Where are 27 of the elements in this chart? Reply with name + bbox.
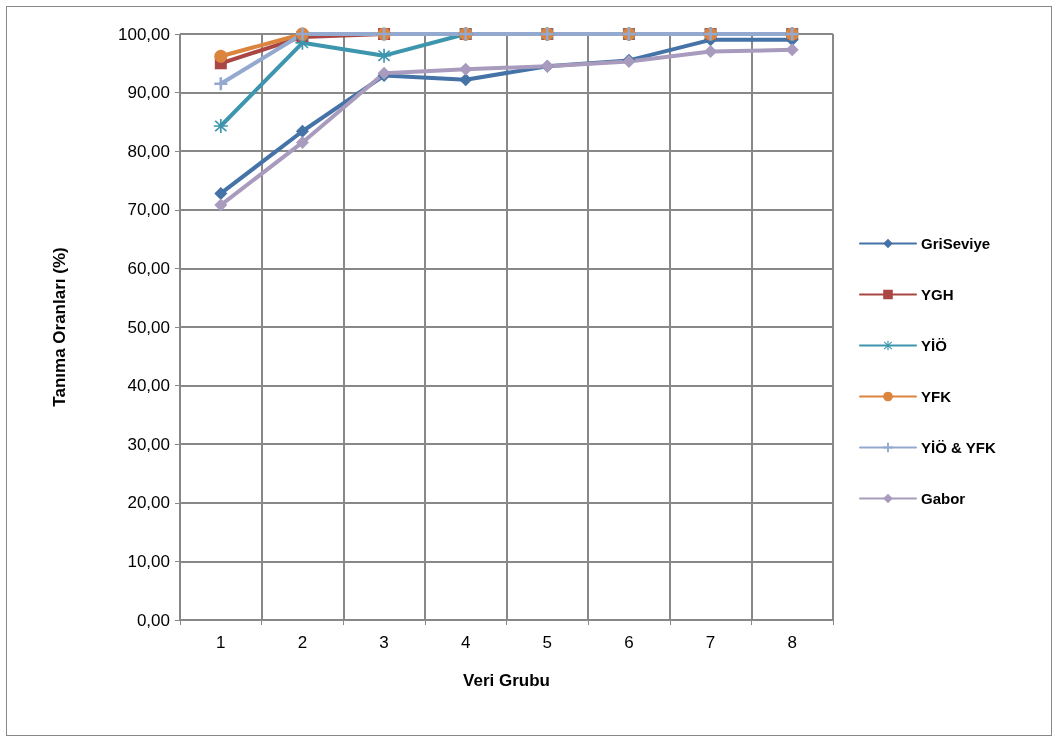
- y-axis-title: Tanıma Oranları (%): [50, 247, 69, 407]
- x-tick-label: 4: [460, 633, 471, 652]
- legend-label: YFK: [920, 388, 952, 405]
- y-tick-label: 90,00: [127, 83, 170, 103]
- y-tick-label: 40,00: [127, 376, 170, 396]
- y-tick-label: 20,00: [127, 493, 170, 513]
- x-tick-label: 8: [787, 633, 797, 652]
- y-tick-label: 50,00: [127, 317, 170, 337]
- legend-label: GriSeviye: [920, 235, 991, 252]
- legend-label: YİÖ & YFK: [920, 439, 996, 456]
- y-tick-label: 100,00: [118, 24, 170, 44]
- x-tick-label: 1: [216, 633, 226, 652]
- y-tick-label: 70,00: [127, 200, 170, 220]
- y-tick-label: 30,00: [127, 434, 170, 454]
- x-tick-label: 2: [297, 633, 308, 652]
- legend-label: YGH: [920, 286, 954, 303]
- x-tick-label: 7: [705, 633, 716, 652]
- x-tick-label: 5: [542, 633, 553, 652]
- y-tick-label: 10,00: [127, 551, 170, 571]
- x-tick-label: 6: [624, 633, 634, 652]
- y-tick-label: 0,00: [136, 610, 170, 630]
- legend-label: YİÖ: [920, 337, 948, 354]
- y-tick-label: 60,00: [127, 258, 170, 278]
- x-axis-title: Veri Grubu: [463, 671, 550, 690]
- x-tick-label: 3: [379, 633, 389, 652]
- y-tick-label: 80,00: [127, 141, 170, 161]
- legend-label: Gabor: [920, 490, 966, 507]
